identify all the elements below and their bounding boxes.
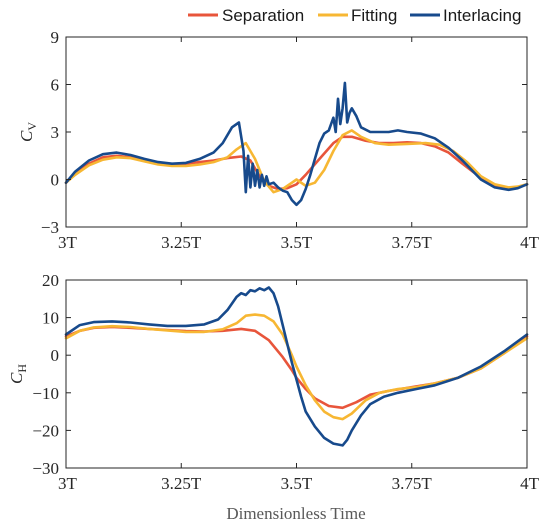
cv-xtick-label: 3.75T [392, 233, 433, 252]
ch-interlacing-line [64, 286, 529, 447]
ch-xtick-label: 3.25T [161, 474, 202, 493]
cv-xtick-label: 4T [520, 233, 540, 252]
legend-fitting-label: Fitting [351, 6, 397, 25]
ch-ticks: 3T 3.25T 3.5T 3.75T 4T −30 −20 −10 0 10 20 [32, 271, 539, 493]
cv-xtick-label: 3T [58, 233, 78, 252]
ch-fitting-line [64, 313, 529, 421]
cv-xtick-label: 3.25T [161, 233, 202, 252]
cv-separation-line [64, 135, 529, 191]
x-axis-title: Dimensionless Time [226, 504, 365, 523]
cv-ytick-label: 6 [51, 76, 60, 95]
ch-xtick-label: 3.5T [281, 474, 313, 493]
cv-ytick-label: 9 [51, 28, 60, 47]
ch-ytick-label: 20 [42, 271, 59, 290]
ch-ytick-label: 10 [42, 309, 59, 328]
ch-ytick-label: −10 [32, 384, 59, 403]
cv-ytick-label: −3 [41, 218, 59, 237]
cv-panel: 3T 3.25T 3.5T 3.75T 4T −3 0 3 6 9 CV [17, 28, 540, 252]
ch-ytick-label: −30 [32, 459, 59, 478]
ch-ytick-label: −20 [32, 421, 59, 440]
ch-xtick-label: 3T [58, 474, 78, 493]
legend-separation-label: Separation [222, 6, 304, 25]
cv-interlacing-line [64, 81, 529, 207]
ch-ytick-label: 0 [51, 346, 60, 365]
ch-xtick-label: 4T [520, 474, 540, 493]
cv-xtick-label: 3.5T [281, 233, 313, 252]
cv-ylabel: CV [17, 122, 39, 142]
legend-interlacing-label: Interlacing [443, 6, 521, 25]
cv-ytick-label: 3 [51, 123, 60, 142]
ch-axes-box [65, 279, 528, 469]
ch-xtick-label: 3.75T [392, 474, 433, 493]
ch-ylabel: CH [7, 364, 29, 384]
ch-panel: 3T 3.25T 3.5T 3.75T 4T −30 −20 −10 0 10 20 CH [7, 271, 540, 493]
cv-axes-box [65, 36, 528, 228]
cv-fitting-line [64, 129, 529, 194]
cv-ticks: 3T 3.25T 3.5T 3.75T 4T −3 0 3 6 9 [41, 28, 540, 252]
cv-ytick-label: 0 [51, 171, 60, 190]
cv-series-group [64, 81, 529, 207]
ch-series-group [64, 286, 529, 447]
legend: Separation Fitting Interlacing [188, 6, 521, 25]
